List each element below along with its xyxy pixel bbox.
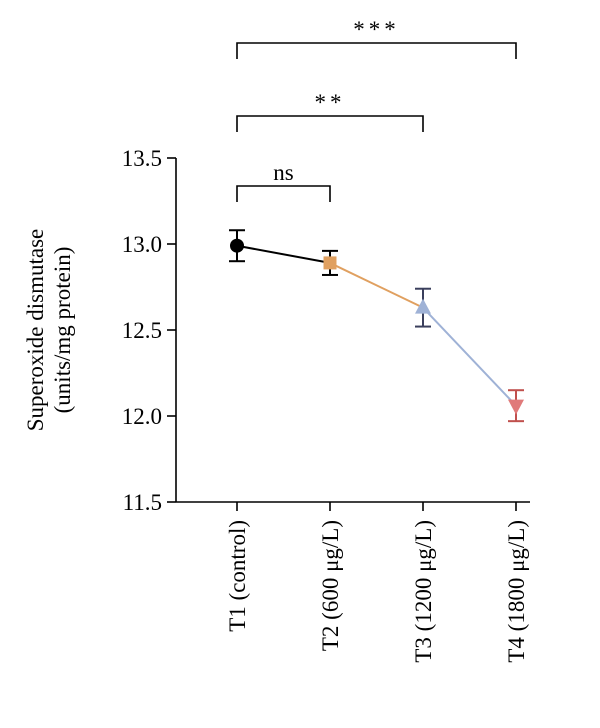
significance-bracket — [236, 115, 424, 132]
data-point-triangle-down — [508, 399, 524, 415]
data-point-circle — [230, 238, 244, 253]
y-axis: 11.5 12.0 12.5 13.0 13.5 — [122, 146, 177, 515]
y-axis-label-line-1: Superoxide dismutase — [23, 229, 48, 432]
significance-bracket — [236, 42, 517, 59]
y-tick-label: 12.0 — [122, 404, 162, 429]
series-line-segment — [329, 262, 424, 309]
x-tick-label: T4 (1800 μg/L) — [504, 520, 529, 663]
series-line-segment — [422, 306, 517, 407]
y-tick-label: 11.5 — [123, 490, 162, 515]
x-tick-label: T1 (control) — [225, 520, 250, 632]
y-tick-label: 13.5 — [122, 146, 162, 171]
data-series — [229, 229, 524, 423]
data-point-square — [323, 256, 337, 270]
series-line-segment — [236, 244, 331, 264]
x-axis: T1 (control) T2 (600 μg/L) T3 (1200 μg/L) T… — [176, 501, 530, 663]
x-tick-label: T3 (1200 μg/L) — [411, 520, 436, 663]
significance-label: ** — [315, 90, 346, 115]
significance-bracket — [236, 185, 331, 202]
y-axis-label: Superoxide dismutase (units/mg protein) — [23, 229, 75, 432]
significance-brackets: ns***** — [236, 17, 517, 202]
y-tick-label: 12.5 — [122, 318, 162, 343]
y-axis-label-line-2: (units/mg protein) — [50, 247, 75, 414]
significance-label: *** — [353, 17, 400, 42]
x-tick-label: T2 (600 μg/L) — [318, 520, 343, 651]
data-point-triangle-up — [415, 298, 431, 314]
significance-label: ns — [273, 160, 294, 185]
y-tick-label: 13.0 — [122, 232, 162, 257]
